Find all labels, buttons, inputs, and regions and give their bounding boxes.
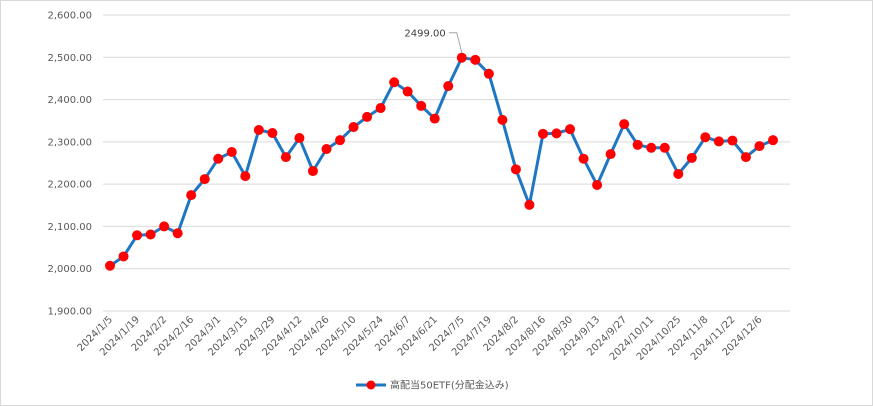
- data-point: [335, 135, 346, 146]
- data-point: [145, 229, 156, 240]
- legend-label: 高配当50ETF(分配金込み): [390, 379, 509, 392]
- data-point: [497, 114, 508, 125]
- data-point: [348, 122, 359, 133]
- data-point: [186, 190, 197, 201]
- data-point: [646, 142, 657, 153]
- data-point: [280, 152, 291, 163]
- y-tick-label: 1,900.00: [47, 307, 92, 318]
- data-point: [118, 251, 129, 262]
- data-point: [294, 133, 305, 144]
- data-point: [578, 153, 589, 164]
- y-axis-tick-labels: 1,900.00 2,000.00 2,100.00 2,200.00 2,300.00…: [47, 11, 92, 318]
- y-tick-label: 2,200.00: [47, 180, 92, 191]
- series-markers: [105, 52, 778, 271]
- data-point: [673, 168, 684, 179]
- data-point: [402, 86, 413, 97]
- data-point: [565, 124, 576, 135]
- y-tick-label: 2,300.00: [47, 137, 92, 148]
- data-point: [470, 54, 481, 65]
- data-point: [605, 149, 616, 160]
- y-tick-label: 2,500.00: [47, 53, 92, 64]
- data-point: [213, 153, 224, 164]
- series-line-path: [109, 56, 774, 268]
- data-point: [199, 174, 210, 185]
- data-point: [226, 147, 237, 158]
- data-point: [713, 136, 724, 147]
- data-point: [686, 152, 697, 163]
- y-tick-label: 2,100.00: [47, 222, 92, 233]
- data-point: [389, 77, 400, 88]
- legend-marker-swatch: [366, 380, 376, 390]
- data-point: [659, 142, 670, 153]
- data-point: [132, 230, 143, 241]
- data-point: [768, 135, 778, 146]
- y-tick-label: 2,600.00: [47, 11, 92, 22]
- x-axis-tick-labels: 2024/1/52024/1/192024/2/22024/2/162024/3…: [76, 314, 765, 363]
- data-point: [240, 171, 251, 182]
- gridlines: [103, 14, 790, 312]
- data-point: [429, 113, 440, 124]
- data-point: [159, 221, 170, 232]
- data-point: [592, 179, 603, 190]
- data-point: [253, 125, 264, 136]
- annotation-leader-line: [448, 32, 463, 53]
- data-point: [105, 260, 115, 271]
- data-point: [321, 144, 332, 155]
- data-point: [443, 81, 454, 92]
- data-point: [375, 103, 386, 114]
- data-point: [551, 128, 562, 139]
- data-point: [172, 228, 183, 239]
- data-point: [483, 68, 494, 79]
- data-point: [537, 128, 548, 139]
- series-line: [109, 56, 774, 268]
- data-point: [700, 132, 711, 143]
- annotation-label: 2499.00: [404, 29, 445, 40]
- data-point: [307, 166, 318, 177]
- data-point: [727, 135, 738, 146]
- annotations: 2499.00: [404, 29, 463, 53]
- data-point: [362, 111, 373, 122]
- data-point: [524, 199, 535, 210]
- data-point: [267, 127, 278, 138]
- data-point: [740, 152, 751, 163]
- data-point: [754, 141, 765, 152]
- data-point: [619, 119, 630, 130]
- data-point: [632, 139, 643, 150]
- legend: 高配当50ETF(分配金込み): [356, 379, 509, 392]
- y-tick-label: 2,000.00: [47, 264, 92, 275]
- data-point: [456, 52, 467, 63]
- data-point: [510, 164, 521, 175]
- y-tick-label: 2,400.00: [47, 95, 92, 106]
- data-point: [416, 100, 427, 111]
